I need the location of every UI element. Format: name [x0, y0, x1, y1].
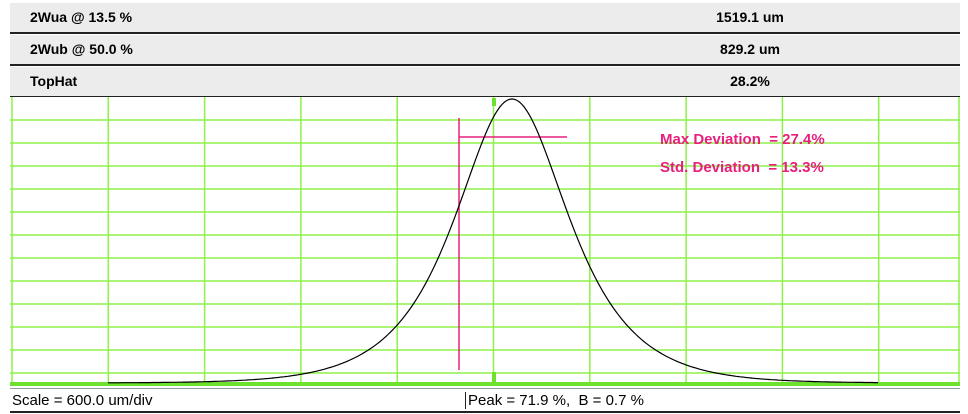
center-tick	[492, 372, 496, 382]
annotation: Std. Deviation = 13.3%	[660, 159, 824, 176]
profile-curve	[108, 98, 878, 384]
row-label: TopHat	[30, 73, 78, 89]
profile-plot	[10, 96, 960, 387]
result-row: 2Wua @ 13.5 % 1519.1 um	[10, 3, 960, 34]
result-row: TopHat 28.2%	[10, 67, 960, 98]
row-value: 829.2 um	[720, 41, 780, 57]
grid	[10, 97, 960, 384]
annotation: Max Deviation = 27.4%	[660, 131, 825, 148]
plot-background	[10, 97, 960, 387]
row-label: 2Wua @ 13.5 %	[30, 9, 133, 25]
result-row: 2Wub @ 50.0 % 829.2 um	[10, 35, 960, 66]
scale-text: Scale = 600.0 um/div	[12, 392, 153, 409]
status-bar: Scale = 600.0 um/div Peak = 71.9 %, B = …	[10, 388, 960, 413]
row-label: 2Wub @ 50.0 %	[30, 41, 133, 57]
baseline-bar	[10, 382, 960, 386]
peak-text: Peak = 71.9 %, B = 0.7 %	[465, 392, 644, 409]
center-tick	[492, 98, 496, 106]
row-value: 1519.1 um	[716, 9, 784, 25]
row-value: 28.2%	[730, 73, 770, 89]
